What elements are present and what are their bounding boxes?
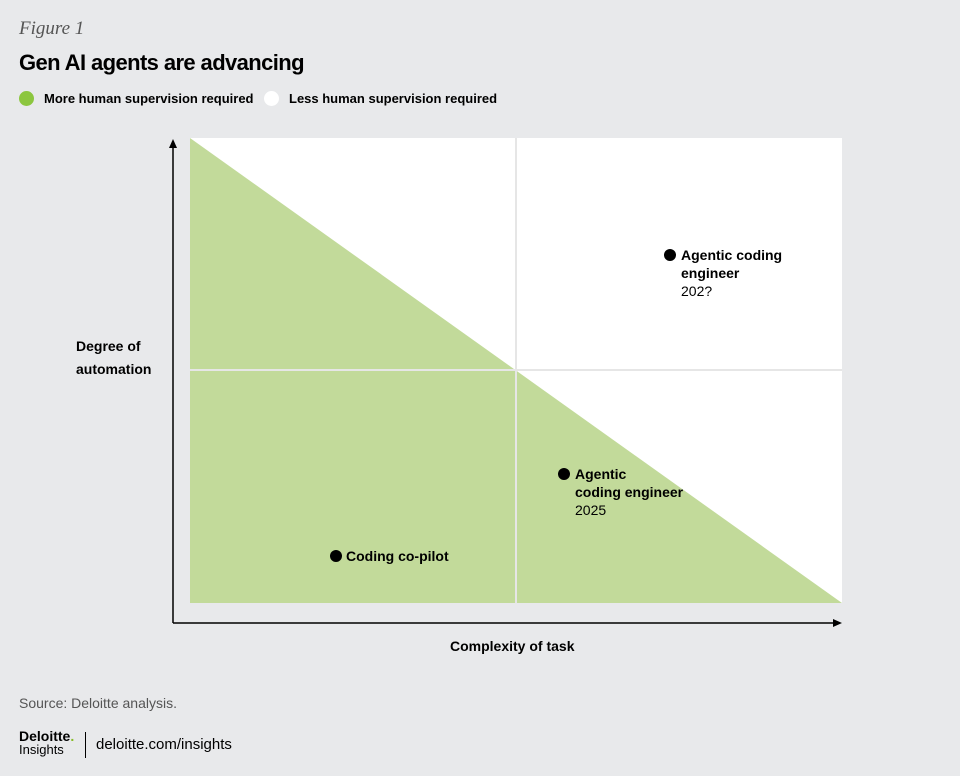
label-coding-copilot: Coding co-pilot bbox=[346, 548, 449, 564]
legend-swatch-white bbox=[264, 91, 279, 106]
label-line: coding engineer bbox=[575, 484, 684, 500]
legend-label: More human supervision required bbox=[44, 91, 254, 106]
y-axis-arrow-icon bbox=[169, 139, 177, 148]
logo-word: Deloitte bbox=[19, 728, 71, 744]
point-agentic-2025 bbox=[558, 468, 570, 480]
deloitte-insights-logo: Deloitte. Insights bbox=[19, 728, 75, 757]
legend-item-less-supervision: Less human supervision required bbox=[264, 91, 497, 106]
y-label-line: automation bbox=[76, 361, 152, 377]
label-line: Agentic coding bbox=[681, 247, 783, 263]
legend-item-more-supervision: More human supervision required bbox=[19, 91, 254, 106]
legend-label: Less human supervision required bbox=[289, 91, 498, 106]
label-line: engineer bbox=[681, 265, 740, 281]
chart-title: Gen AI agents are advancing bbox=[19, 50, 305, 75]
label-agentic-2025: Agentic coding engineer 2025 bbox=[575, 465, 683, 519]
label-year: 202? bbox=[681, 283, 713, 299]
point-coding-copilot bbox=[330, 550, 342, 562]
footer-divider bbox=[85, 732, 86, 758]
y-label-line: Degree of bbox=[76, 338, 141, 354]
label-year: 2025 bbox=[575, 502, 607, 518]
x-axis-label: Complexity of task bbox=[450, 638, 575, 654]
source-note: Source: Deloitte analysis. bbox=[19, 695, 177, 711]
label-agentic-future: Agentic coding engineer 202? bbox=[681, 246, 782, 300]
label-line: Agentic bbox=[575, 466, 627, 482]
legend-swatch-green bbox=[19, 91, 34, 106]
y-axis-label: Degree of automation bbox=[76, 335, 151, 381]
x-axis-arrow-icon bbox=[833, 619, 842, 627]
logo-sub: Insights bbox=[19, 742, 64, 757]
point-agentic-future bbox=[664, 249, 676, 261]
footer-url[interactable]: deloitte.com/insights bbox=[96, 736, 232, 753]
figure-label: Figure 1 bbox=[19, 18, 85, 39]
